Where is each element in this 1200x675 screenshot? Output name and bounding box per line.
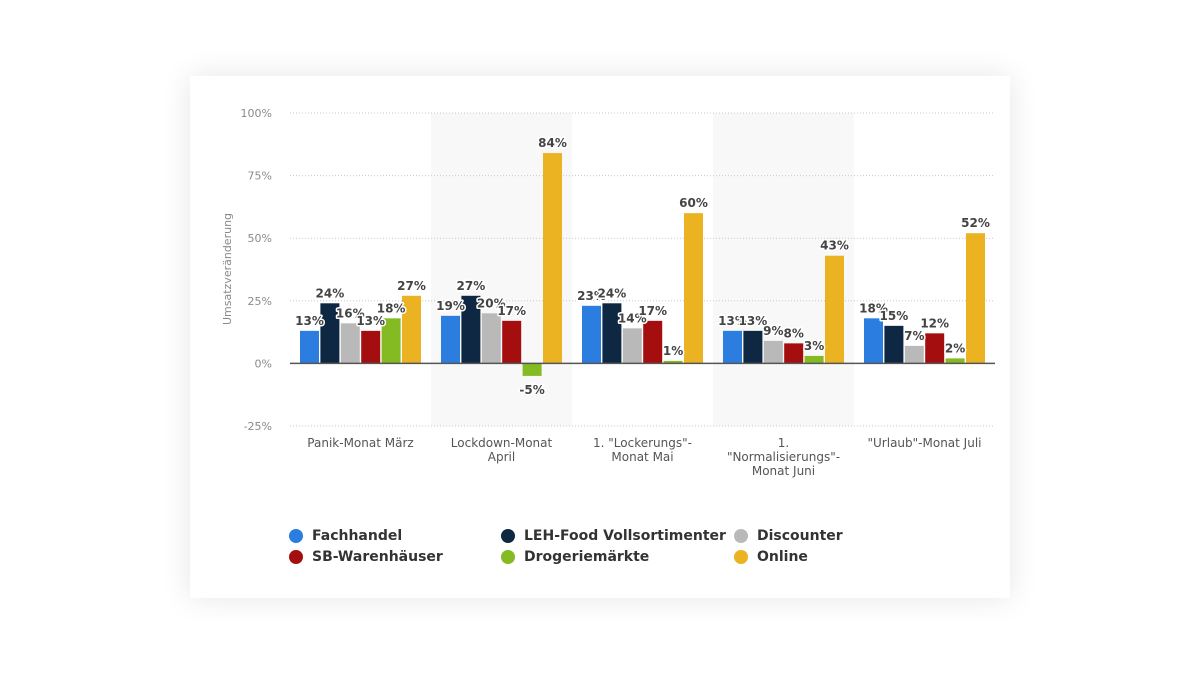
bar <box>684 213 703 364</box>
legend-dot-icon <box>289 529 303 543</box>
bar <box>884 325 904 364</box>
data-label: 27% <box>397 279 426 293</box>
data-label: 7% <box>904 329 924 343</box>
y-tick-label: 0% <box>255 357 272 370</box>
bar <box>723 330 742 364</box>
data-label: 18% <box>377 301 406 315</box>
data-label: 27% <box>457 279 486 293</box>
data-label: 1% <box>663 344 683 358</box>
bar <box>622 328 642 364</box>
data-label: 60% <box>679 196 708 210</box>
x-category-label: Panik-Monat März <box>307 436 413 450</box>
bar <box>361 330 381 364</box>
legend-label: Fachhandel <box>312 528 403 544</box>
data-label: 16% <box>336 306 365 320</box>
bar <box>743 330 763 364</box>
bar <box>663 360 683 364</box>
bar <box>804 355 824 364</box>
bar <box>402 295 421 364</box>
x-category-label: April <box>488 450 515 464</box>
legend-dot-icon <box>501 529 515 543</box>
data-label: 18% <box>859 301 888 315</box>
bar <box>441 315 460 364</box>
bar <box>945 358 965 364</box>
x-category-label: Monat Juni <box>752 464 815 478</box>
y-tick-label: 100% <box>241 107 272 120</box>
legend-item[interactable]: Online <box>734 547 808 567</box>
bar <box>522 363 542 376</box>
bar <box>966 233 985 364</box>
data-label: 8% <box>784 326 804 340</box>
legend-dot-icon <box>289 550 303 564</box>
x-category-label: "Normalisierungs"- <box>727 450 840 464</box>
legend-dot-icon <box>501 550 515 564</box>
legend-item[interactable]: SB-Warenhäuser <box>289 547 443 567</box>
x-category-label: "Urlaub"-Monat Juli <box>868 436 982 450</box>
bar <box>825 255 844 364</box>
data-label: 13% <box>356 314 385 328</box>
data-label: 13% <box>718 314 747 328</box>
y-tick-label: 50% <box>248 232 272 245</box>
legend-dot-icon <box>734 550 748 564</box>
data-label: 20% <box>477 296 506 310</box>
bar <box>543 153 562 364</box>
bar <box>461 295 481 364</box>
legend-label: Discounter <box>757 528 843 544</box>
data-label: 13% <box>739 314 768 328</box>
legend-label: Online <box>757 549 808 565</box>
data-label: 15% <box>880 309 909 323</box>
data-label: 24% <box>598 286 627 300</box>
data-label: 24% <box>316 286 345 300</box>
data-label: 2% <box>945 341 965 355</box>
legend-dot-icon <box>734 529 748 543</box>
legend-item[interactable]: Discounter <box>734 526 843 546</box>
bar <box>340 323 360 364</box>
data-label: 3% <box>804 339 824 353</box>
bar <box>481 313 501 364</box>
y-tick-label: 25% <box>248 295 272 308</box>
y-tick-label: 75% <box>248 170 272 183</box>
data-label: 84% <box>538 136 567 150</box>
bar <box>763 340 783 364</box>
bar <box>925 333 945 364</box>
legend-label: SB-Warenhäuser <box>312 549 443 565</box>
x-category-label: Lockdown-Monat <box>451 436 553 450</box>
legend-item[interactable]: LEH-Food Vollsortimenter <box>501 526 726 546</box>
data-label: 43% <box>820 239 849 253</box>
bar <box>643 320 663 364</box>
bar <box>320 303 340 364</box>
x-category-label: Monat Mai <box>611 450 673 464</box>
data-label: 13% <box>295 314 324 328</box>
data-label: 9% <box>763 324 783 338</box>
x-category-label: 1. "Lockerungs"- <box>593 436 692 450</box>
x-category-label: 1. <box>778 436 789 450</box>
legend-label: Drogeriemärkte <box>524 549 650 565</box>
bar <box>381 318 401 364</box>
data-label: 17% <box>638 304 667 318</box>
legend-label: LEH-Food Vollsortimenter <box>524 528 726 544</box>
bar <box>502 320 522 364</box>
data-label: 19% <box>436 299 465 313</box>
legend-item[interactable]: Drogeriemärkte <box>501 547 649 567</box>
bar <box>784 343 804 364</box>
data-label: 52% <box>961 216 990 230</box>
data-label: -5% <box>519 383 544 397</box>
data-label: 12% <box>920 316 949 330</box>
legend-item[interactable]: Fachhandel <box>289 526 402 546</box>
y-tick-label: -25% <box>244 420 272 433</box>
bar <box>300 330 319 364</box>
data-label: 17% <box>497 304 526 318</box>
y-axis-title: Umsatzveränderung <box>221 213 234 325</box>
bar <box>582 305 601 364</box>
bar <box>904 345 924 364</box>
data-label: 14% <box>618 311 647 325</box>
bar <box>602 303 622 364</box>
data-label: 23% <box>577 289 606 303</box>
bar <box>864 318 883 364</box>
